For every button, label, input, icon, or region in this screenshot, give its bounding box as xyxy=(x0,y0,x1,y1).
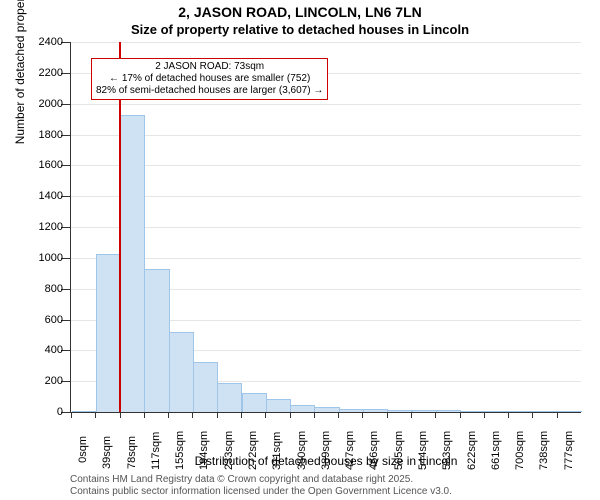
x-tick xyxy=(557,412,558,418)
x-tick xyxy=(71,412,72,418)
gridline xyxy=(71,42,581,43)
x-tick xyxy=(217,412,218,418)
x-tick xyxy=(241,412,242,418)
y-tick-label: 1200 xyxy=(21,221,63,233)
annotation-line-1: 2 JASON ROAD: 73sqm xyxy=(96,61,323,73)
bar xyxy=(460,411,485,412)
bar xyxy=(363,409,388,412)
bar xyxy=(314,407,339,412)
bar xyxy=(96,254,121,412)
x-tick xyxy=(508,412,509,418)
x-axis-label: Distribution of detached houses by size … xyxy=(71,454,581,468)
plot-area: 0200400600800100012001400160018002000220… xyxy=(70,42,581,413)
gridline xyxy=(71,135,581,136)
annotation-line-2: ← 17% of detached houses are smaller (75… xyxy=(96,73,323,85)
y-tick-label: 600 xyxy=(21,314,63,326)
x-tick xyxy=(435,412,436,418)
chart-container: 2, JASON ROAD, LINCOLN, LN6 7LN Size of … xyxy=(0,0,600,500)
y-tick-label: 400 xyxy=(21,344,63,356)
bar xyxy=(412,410,437,412)
chart-title-sub: Size of property relative to detached ho… xyxy=(0,22,600,37)
bar xyxy=(120,115,145,412)
bar xyxy=(242,393,267,413)
bar xyxy=(169,332,194,412)
x-tick xyxy=(460,412,461,418)
bar xyxy=(533,411,558,412)
x-tick xyxy=(120,412,121,418)
x-tick xyxy=(168,412,169,418)
bar xyxy=(484,411,509,412)
x-tick xyxy=(411,412,412,418)
bar xyxy=(144,269,169,412)
y-tick-label: 1600 xyxy=(21,159,63,171)
bar xyxy=(387,410,412,412)
y-axis-label: Number of detached properties xyxy=(13,0,27,144)
y-tick-label: 1000 xyxy=(21,252,63,264)
bar xyxy=(266,399,291,412)
x-tick xyxy=(314,412,315,418)
x-tick xyxy=(338,412,339,418)
bar xyxy=(557,411,582,412)
x-tick xyxy=(387,412,388,418)
x-tick xyxy=(144,412,145,418)
bar xyxy=(217,383,242,412)
gridline xyxy=(71,196,581,197)
bar xyxy=(290,405,315,412)
y-tick-label: 1800 xyxy=(21,129,63,141)
chart-title-main: 2, JASON ROAD, LINCOLN, LN6 7LN xyxy=(0,4,600,20)
bar xyxy=(509,411,534,412)
x-tick xyxy=(95,412,96,418)
y-tick-label: 0 xyxy=(21,406,63,418)
bar xyxy=(436,410,461,412)
y-tick-label: 2400 xyxy=(21,36,63,48)
bar xyxy=(339,409,364,412)
y-tick-label: 2200 xyxy=(21,67,63,79)
bar xyxy=(193,362,218,412)
annotation-line-3: 82% of semi-detached houses are larger (… xyxy=(96,85,323,97)
x-tick xyxy=(484,412,485,418)
footer-line-1: Contains HM Land Registry data © Crown c… xyxy=(70,474,452,486)
x-tick xyxy=(192,412,193,418)
chart-footer: Contains HM Land Registry data © Crown c… xyxy=(70,474,452,498)
annotation-box: 2 JASON ROAD: 73sqm← 17% of detached hou… xyxy=(91,58,328,100)
y-tick-label: 2000 xyxy=(21,98,63,110)
y-tick-label: 800 xyxy=(21,283,63,295)
x-tick xyxy=(265,412,266,418)
bar xyxy=(72,411,97,412)
y-tick-label: 1400 xyxy=(21,190,63,202)
gridline xyxy=(71,258,581,259)
gridline xyxy=(71,165,581,166)
x-tick xyxy=(532,412,533,418)
y-tick-label: 200 xyxy=(21,375,63,387)
gridline xyxy=(71,227,581,228)
x-tick xyxy=(290,412,291,418)
footer-line-2: Contains public sector information licen… xyxy=(70,486,452,498)
x-tick xyxy=(362,412,363,418)
gridline xyxy=(71,104,581,105)
